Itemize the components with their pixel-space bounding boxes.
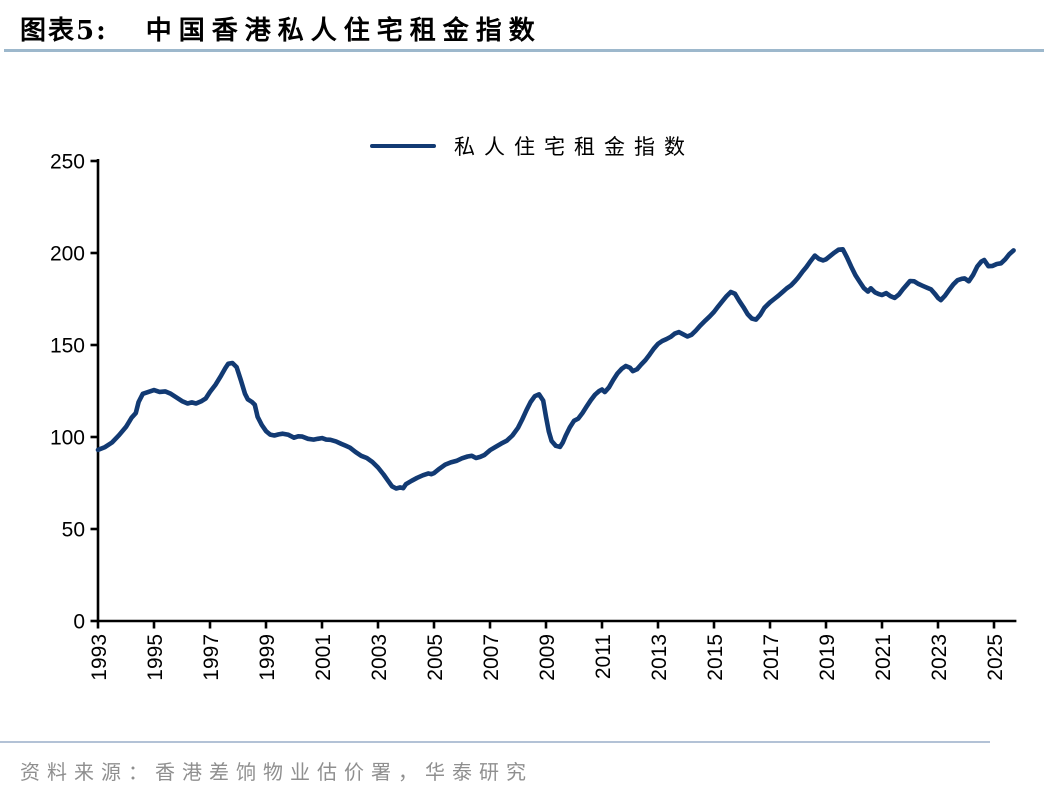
rent-index-series-line (95, 247, 1016, 491)
x-axis-tick-label: 2005 (424, 634, 447, 681)
y-axis-tick-label: 0 (73, 611, 85, 634)
legend-line-sample (370, 144, 436, 148)
chart-legend: 私人住宅租金指数 (370, 131, 694, 161)
figure-header: 图表5: 中国香港私人住宅租金指数 (20, 10, 542, 47)
rent-index-line-chart: 0 50 100 150 200 250 1993 1995 1997 1999 2001 2003 2… (50, 151, 1017, 681)
y-axis-tick-label: 100 (50, 427, 85, 450)
legend-series-label: 私人住宅租金指数 (454, 135, 694, 159)
y-axis-tick-label: 200 (50, 243, 85, 266)
figure-title: 中国香港私人住宅租金指数 (145, 16, 542, 46)
x-axis-tick-label: 2013 (648, 634, 671, 681)
y-axis-tick-label: 250 (50, 151, 85, 174)
figure-number-label: 图表5: (20, 16, 108, 46)
x-axis-tick-label: 2023 (928, 634, 951, 681)
y-axis-tick-label: 50 (62, 519, 85, 542)
footer-divider-line (0, 741, 990, 743)
x-axis-tick-label: 2025 (984, 634, 1007, 681)
x-axis-tick-label: 1997 (200, 634, 223, 681)
x-axis-tick-label: 2009 (536, 634, 559, 681)
x-axis-tick-label: 2019 (816, 634, 839, 681)
x-axis-tick-label: 1993 (88, 634, 111, 681)
x-axis-tick-label: 2021 (872, 634, 895, 681)
title-divider-line (4, 49, 1044, 52)
x-axis-tick-label: 1999 (256, 634, 279, 681)
x-axis-tick-label: 2001 (312, 634, 335, 681)
x-axis-tick-label: 2015 (704, 634, 727, 681)
x-axis-tick-label: 2011 (592, 634, 615, 679)
y-axis-tick-label: 150 (50, 335, 85, 358)
x-axis-tick-label: 2003 (368, 634, 391, 681)
source-note: 资料来源：香港差饷物业估价署，华泰研究 (20, 760, 533, 784)
chart-axes (96, 159, 1017, 623)
x-axis-tick-label: 2017 (760, 634, 783, 681)
x-axis-tick-label: 2007 (480, 634, 503, 681)
x-axis-tick-label: 1995 (144, 634, 167, 681)
